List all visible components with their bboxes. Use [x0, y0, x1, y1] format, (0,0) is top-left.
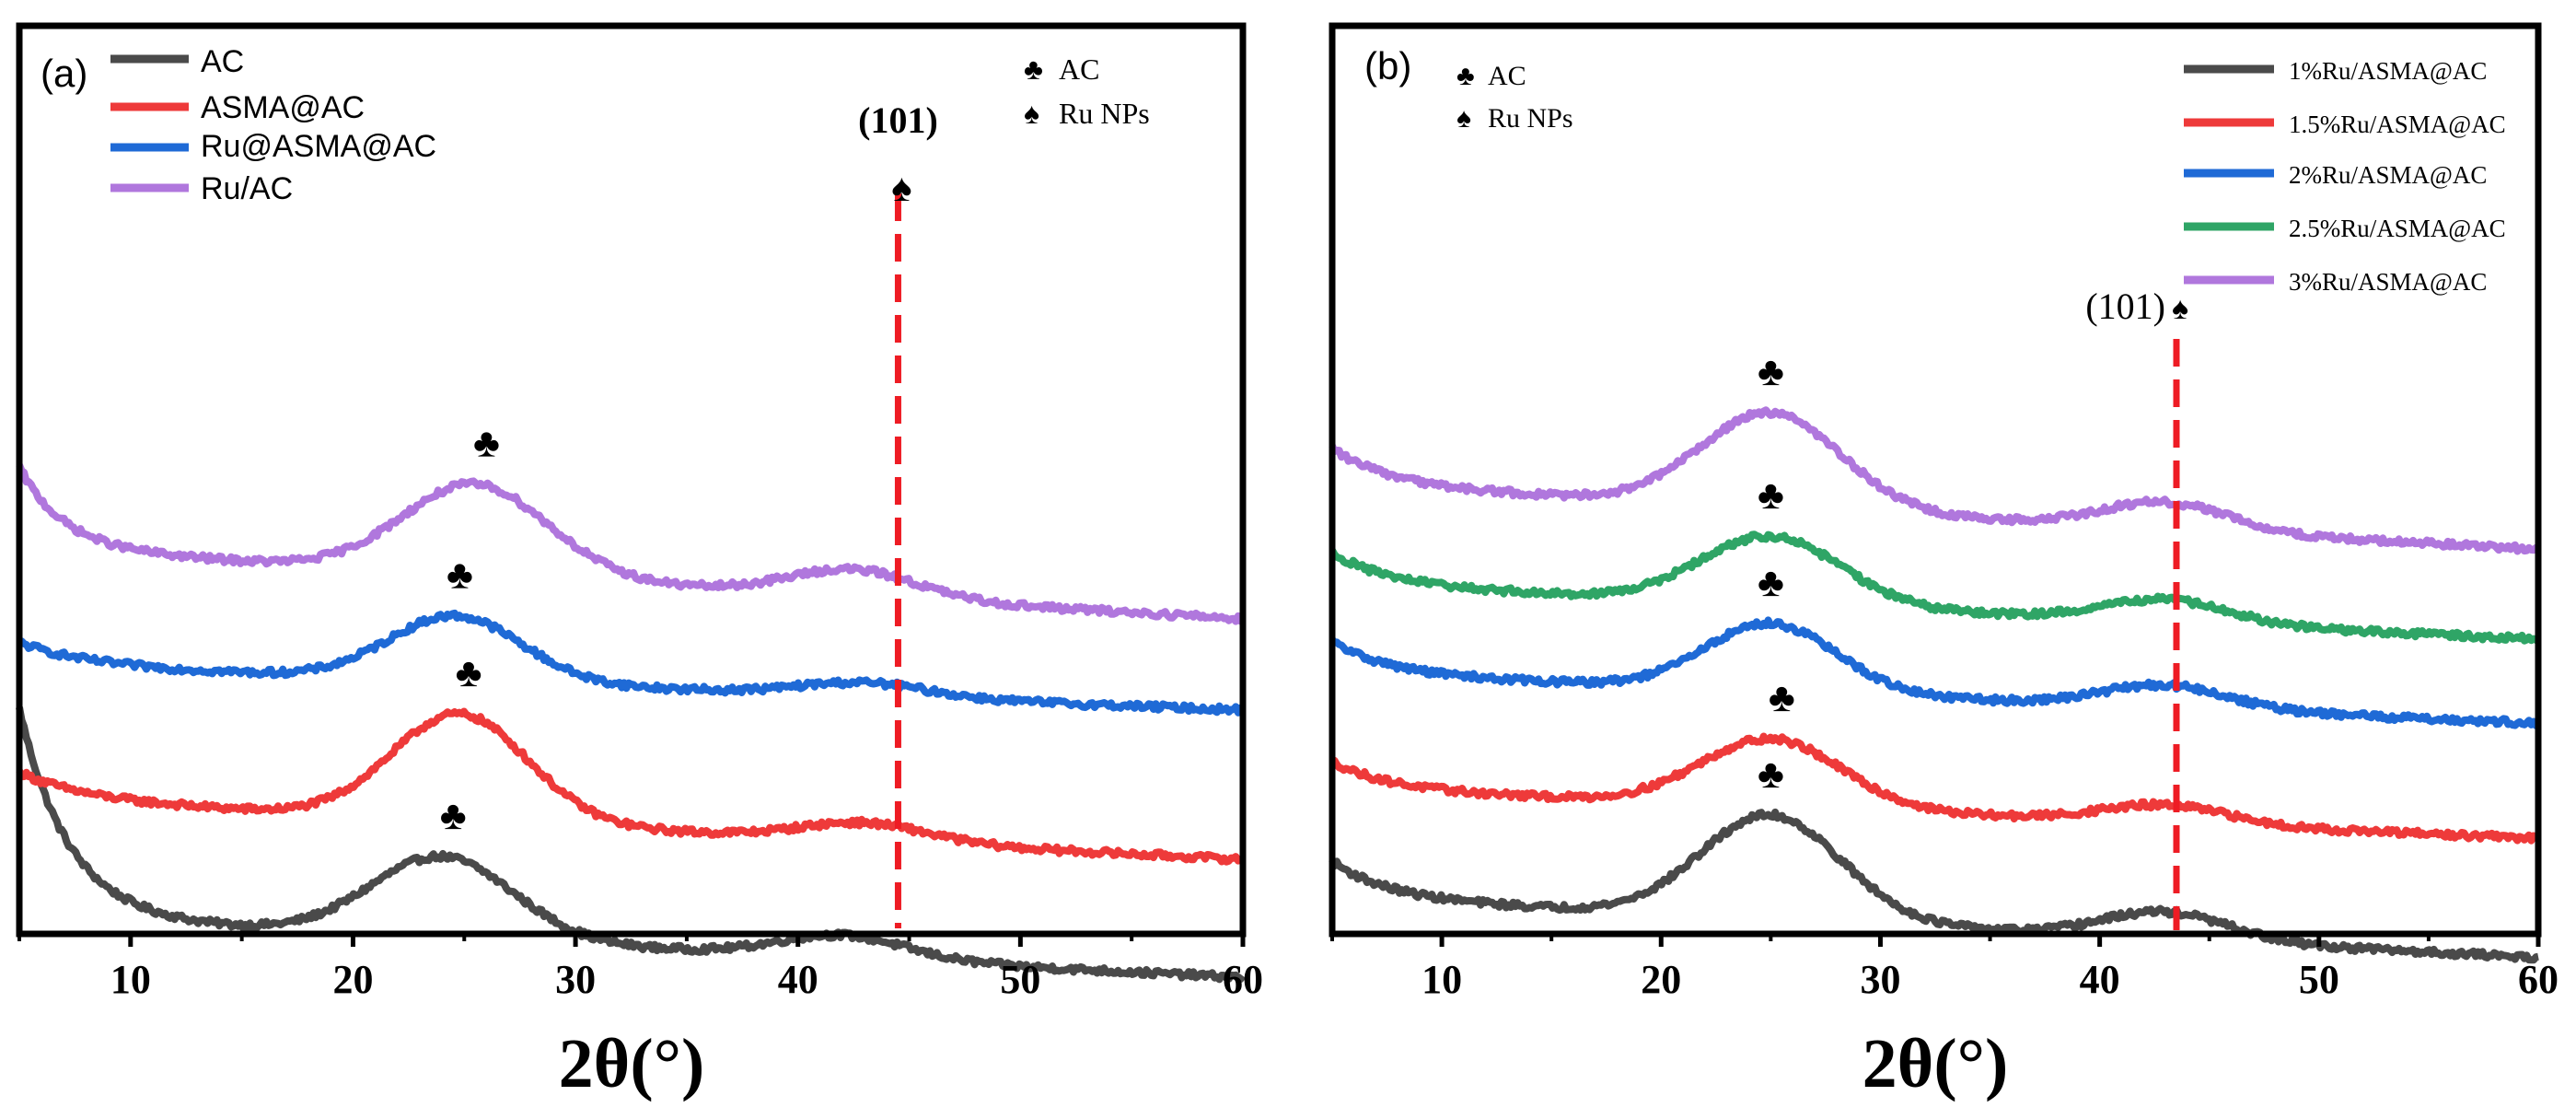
panel-a-legend: AC ASMA@AC Ru@ASMA@AC Ru/AC [110, 44, 436, 206]
series-line-2-ru-asma-ac [1329, 616, 2540, 729]
panel-a: ♣ ♣ ♣ ♣ (a) AC ASMA@AC Ru@ASMA@AC Ru/AC ♣ A… [16, 22, 1263, 1102]
legend-label: ASMA@AC [201, 90, 365, 125]
spade-icon: ♠ [1456, 103, 1471, 134]
panel-b-legend: 1%Ru/ASMA@AC 1.5%Ru/ASMA@AC 2%Ru/ASMA@AC… [2184, 57, 2506, 296]
panel-a-series [16, 463, 1247, 984]
marker-legend-label: AC [1488, 61, 1526, 91]
panel-a-peak-markers: ♣ ♣ ♣ ♣ [440, 421, 500, 838]
legend-label: 1%Ru/ASMA@AC [2289, 57, 2487, 85]
series-line-ac [16, 706, 1247, 984]
x-tick-label: 40 [2080, 957, 2120, 1002]
x-tick-label: 20 [332, 957, 373, 1002]
spade-icon: ♠ [891, 168, 911, 210]
x-tick-label: 30 [555, 957, 596, 1002]
series-line-1-ru-asma-ac [1329, 808, 2540, 964]
panel-a-frame [16, 22, 1247, 938]
panel-b-marker-legend: ♣ AC ♠ Ru NPs [1456, 61, 1573, 134]
panel-b-frame [1329, 22, 2542, 938]
club-icon: ♣ [1024, 52, 1043, 86]
panel-a-x-axis-title: 2θ(°) [559, 1025, 705, 1102]
legend-label: 1.5%Ru/ASMA@AC [2289, 111, 2506, 138]
panel-a-x-axis: 10 20 30 40 50 60 [17, 934, 1263, 1002]
peak-marker-club-icon: ♣ [440, 793, 467, 838]
peak-marker-club-icon: ♣ [1758, 752, 1784, 797]
spade-icon: ♠ [2172, 292, 2188, 326]
legend-label: 3%Ru/ASMA@AC [2289, 268, 2487, 296]
legend-label: Ru/AC [201, 171, 293, 206]
panel-a-label: (a) [41, 52, 87, 95]
peak-marker-club-icon: ♣ [1758, 472, 1784, 518]
x-tick-label: 50 [1000, 957, 1040, 1002]
marker-legend-label: Ru NPs [1488, 103, 1573, 134]
x-tick-label: 20 [1641, 957, 1681, 1002]
series-line-ru-ac [16, 463, 1245, 625]
panel-b-label: (b) [1364, 44, 1411, 87]
series-line-ru-asma-ac [17, 609, 1247, 717]
panel-b-peak-markers: ♣ ♣ ♣ ♣ ♣ [1758, 349, 1795, 797]
club-icon: ♣ [1456, 61, 1475, 91]
panel-b-series [1329, 406, 2541, 964]
peak-marker-club-icon: ♣ [1758, 560, 1784, 605]
marker-legend-label: Ru NPs [1059, 97, 1150, 130]
x-tick-label: 60 [2518, 957, 2559, 1002]
panel-b-reference-label: (101) [2085, 286, 2165, 327]
panel-a-reference-label: (101) [858, 99, 938, 141]
marker-legend-label: AC [1059, 52, 1099, 86]
panel-a-marker-legend: ♣ AC ♠ Ru NPs [1024, 52, 1150, 130]
peak-marker-club-icon: ♣ [473, 421, 500, 466]
x-tick-label: 40 [778, 957, 818, 1002]
series-line-1-5-ru-asma-ac [1330, 732, 2541, 845]
peak-marker-club-icon: ♣ [447, 553, 473, 598]
x-tick-label: 50 [2299, 957, 2339, 1002]
x-tick-label: 30 [1860, 957, 1900, 1002]
legend-label: 2%Ru/ASMA@AC [2289, 161, 2487, 189]
x-tick-label: 10 [1421, 957, 1462, 1002]
peak-marker-club-icon: ♣ [1769, 675, 1795, 720]
spade-icon: ♠ [1024, 97, 1039, 130]
series-line-2-5-ru-asma-ac [1329, 530, 2541, 645]
panel-b: ♣ ♣ ♣ ♣ ♣ (b) ♣ AC ♠ Ru NPs 1%Ru/ASMA@AC 1.5… [1329, 22, 2559, 1102]
peak-marker-club-icon: ♣ [1758, 349, 1784, 394]
series-line-3-ru-asma-ac [1329, 406, 2540, 555]
panel-b-x-axis: 10 20 30 40 50 60 [1330, 934, 2559, 1002]
legend-label: 2.5%Ru/ASMA@AC [2289, 215, 2506, 242]
x-tick-label: 60 [1223, 957, 1263, 1002]
peak-marker-club-icon: ♣ [456, 650, 482, 695]
legend-label: Ru@ASMA@AC [201, 129, 436, 164]
x-tick-label: 10 [110, 957, 151, 1002]
panel-b-x-axis-title: 2θ(°) [1862, 1025, 2009, 1102]
series-line-asma-ac [16, 707, 1245, 866]
legend-label: AC [201, 44, 244, 79]
